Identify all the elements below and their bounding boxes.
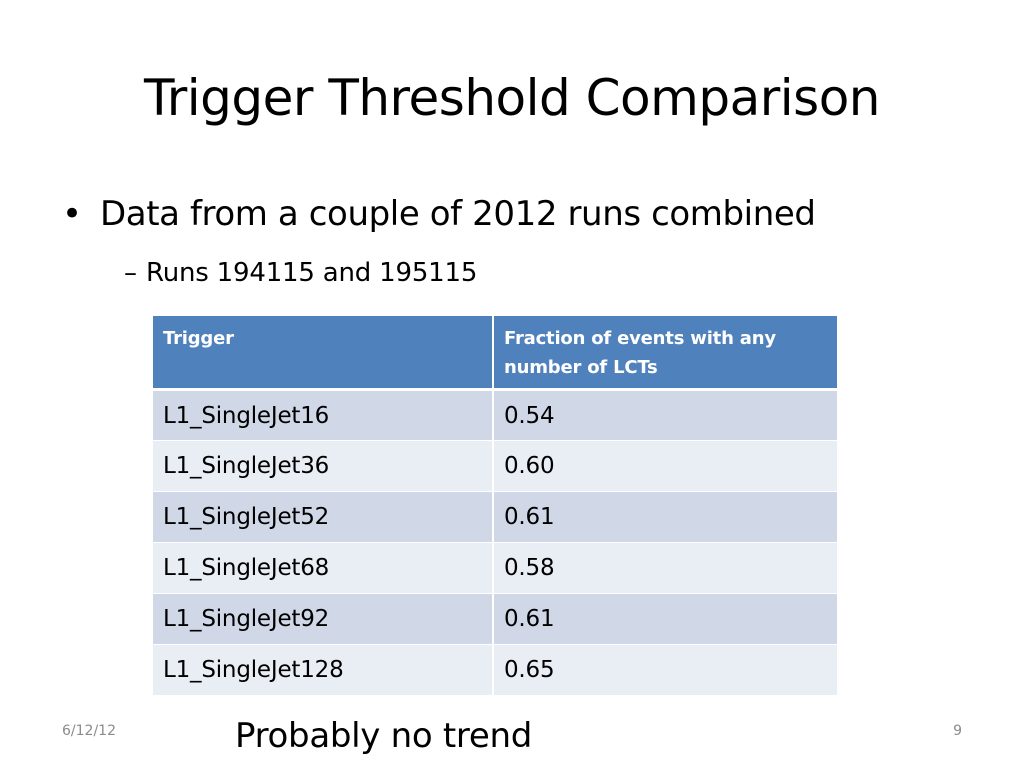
slide-title: Trigger Threshold Comparison <box>144 69 881 127</box>
table-row: L1_SingleJet16 0.54 <box>153 389 837 441</box>
fraction-cell: 0.65 <box>493 644 837 696</box>
table-header-row: Trigger Fraction of events with any numb… <box>153 316 837 391</box>
table-row: L1_SingleJet52 0.61 <box>153 491 837 543</box>
dash-icon: – <box>124 258 137 288</box>
trigger-cell: L1_SingleJet16 <box>153 389 494 441</box>
trigger-cell: L1_SingleJet68 <box>153 542 494 594</box>
table-row: L1_SingleJet36 0.60 <box>153 440 837 492</box>
footer-date: 6/12/12 <box>62 723 116 739</box>
trigger-cell: L1_SingleJet36 <box>153 440 494 492</box>
sub-bullet-text: Runs 194115 and 195115 <box>146 258 478 288</box>
fraction-cell: 0.54 <box>493 389 837 441</box>
bullet-text: Data from a couple of 2012 runs combined <box>100 194 816 234</box>
table-row: L1_SingleJet68 0.58 <box>153 542 837 594</box>
header-trigger: Trigger <box>153 316 494 391</box>
header-fraction: Fraction of events with any number of LC… <box>493 316 837 391</box>
page-number: 9 <box>953 723 962 739</box>
trigger-table: Trigger Fraction of events with any numb… <box>153 316 837 696</box>
fraction-cell: 0.58 <box>493 542 837 594</box>
trigger-cell: L1_SingleJet52 <box>153 491 494 543</box>
table-row: L1_SingleJet128 0.65 <box>153 644 837 696</box>
sub-bullet-item: – Runs 194115 and 195115 <box>124 253 477 293</box>
trigger-cell: L1_SingleJet92 <box>153 593 494 645</box>
slide-note: Probably no trend <box>235 716 532 756</box>
fraction-cell: 0.61 <box>493 491 837 543</box>
fraction-cell: 0.61 <box>493 593 837 645</box>
trigger-cell: L1_SingleJet128 <box>153 644 494 696</box>
bullet-item: • Data from a couple of 2012 runs combine… <box>62 190 816 238</box>
bullet-icon: • <box>62 194 82 234</box>
fraction-cell: 0.60 <box>493 440 837 492</box>
table-row: L1_SingleJet92 0.61 <box>153 593 837 645</box>
